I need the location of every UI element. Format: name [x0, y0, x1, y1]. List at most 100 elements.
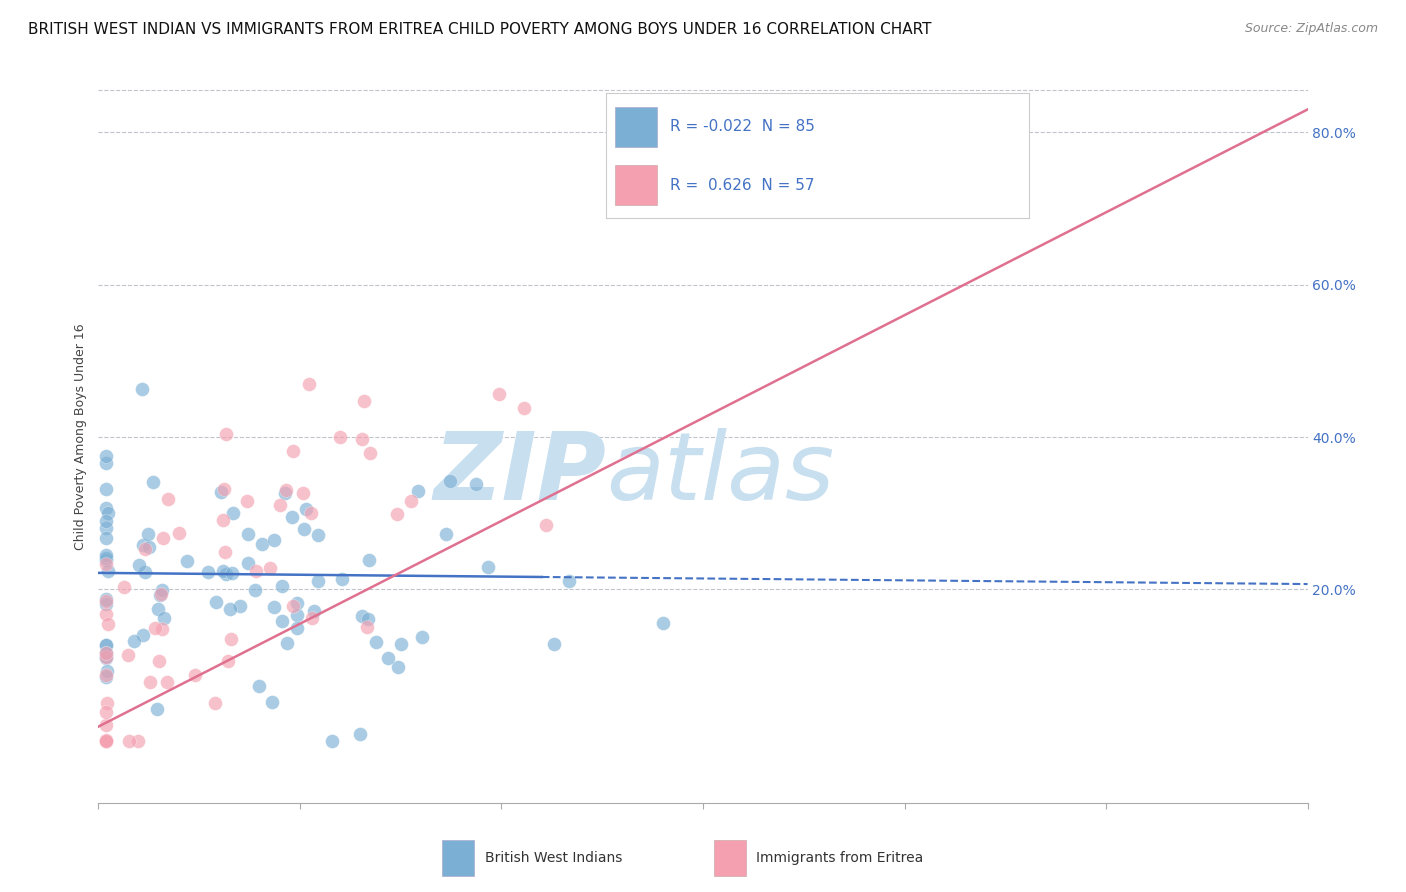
Point — [136, 527, 159, 541]
Point — [138, 540, 160, 554]
Point — [235, 494, 257, 508]
Point — [263, 599, 285, 614]
Point — [350, 432, 373, 446]
Point — [301, 611, 323, 625]
Point — [228, 599, 250, 614]
Point — [651, 616, 673, 631]
Point — [96, 607, 118, 622]
Point — [96, 718, 118, 732]
Point — [353, 393, 375, 408]
Point — [132, 628, 155, 642]
Point — [96, 506, 118, 520]
Point — [399, 494, 422, 508]
Point — [127, 734, 149, 748]
Point — [96, 591, 118, 606]
Point — [307, 528, 329, 542]
Point — [357, 612, 380, 626]
Point — [297, 376, 319, 391]
Point — [197, 565, 219, 579]
Point — [406, 483, 429, 498]
Point — [150, 582, 173, 597]
Point — [96, 734, 118, 748]
Point — [150, 622, 173, 636]
Point — [96, 664, 118, 678]
Point — [96, 521, 118, 535]
Point — [307, 574, 329, 588]
Point — [285, 621, 308, 635]
Point — [243, 582, 266, 597]
Point — [356, 620, 378, 634]
Point — [219, 632, 242, 646]
Point — [357, 553, 380, 567]
Point — [96, 670, 118, 684]
Point — [96, 696, 118, 710]
Point — [176, 554, 198, 568]
Point — [204, 696, 226, 710]
Point — [96, 646, 118, 660]
Text: ZIP: ZIP — [433, 427, 606, 520]
Point — [377, 651, 399, 665]
Point — [301, 506, 323, 520]
Point — [138, 675, 160, 690]
Point — [96, 648, 118, 663]
Point — [236, 526, 259, 541]
Point — [387, 508, 409, 522]
Point — [96, 550, 118, 565]
Point — [349, 727, 371, 741]
Point — [263, 533, 285, 548]
Point — [150, 587, 173, 601]
Point — [250, 536, 273, 550]
Point — [321, 734, 343, 748]
Point — [122, 634, 145, 648]
Point — [134, 565, 156, 579]
Point — [96, 456, 118, 470]
Point — [389, 636, 412, 650]
Point — [96, 650, 118, 665]
Point — [247, 679, 270, 693]
Point — [274, 483, 297, 497]
Point — [211, 564, 233, 578]
Point — [117, 648, 139, 663]
Point — [359, 446, 381, 460]
Point — [184, 667, 207, 681]
Point — [96, 705, 118, 719]
Point — [152, 531, 174, 545]
Point — [329, 429, 352, 443]
Text: BRITISH WEST INDIAN VS IMMIGRANTS FROM ERITREA CHILD POVERTY AMONG BOYS UNDER 16: BRITISH WEST INDIAN VS IMMIGRANTS FROM E… — [28, 22, 932, 37]
Point — [153, 611, 176, 625]
Point — [352, 609, 374, 624]
Point — [411, 630, 433, 644]
Point — [96, 531, 118, 545]
Point — [96, 552, 118, 566]
Point — [209, 485, 232, 500]
Point — [439, 475, 461, 489]
Point — [270, 579, 292, 593]
Point — [96, 450, 118, 464]
Y-axis label: Child Poverty Among Boys Under 16: Child Poverty Among Boys Under 16 — [75, 324, 87, 550]
Point — [221, 566, 243, 581]
Point — [214, 483, 236, 497]
Point — [142, 475, 165, 490]
Point — [271, 614, 294, 628]
Point — [434, 526, 457, 541]
Text: atlas: atlas — [606, 428, 835, 519]
Point — [96, 514, 118, 528]
Point — [260, 695, 283, 709]
Point — [512, 401, 534, 415]
Point — [222, 506, 245, 520]
Point — [96, 594, 118, 608]
Point — [292, 522, 315, 536]
Point — [96, 639, 118, 653]
Point — [96, 732, 118, 747]
Point — [366, 635, 388, 649]
Point — [387, 660, 409, 674]
Point — [281, 443, 304, 458]
Point — [488, 386, 510, 401]
Point — [146, 702, 169, 716]
Point — [97, 617, 120, 632]
Point — [276, 636, 298, 650]
Point — [143, 621, 166, 635]
Point — [302, 604, 325, 618]
Point — [259, 561, 281, 575]
Point — [236, 557, 259, 571]
